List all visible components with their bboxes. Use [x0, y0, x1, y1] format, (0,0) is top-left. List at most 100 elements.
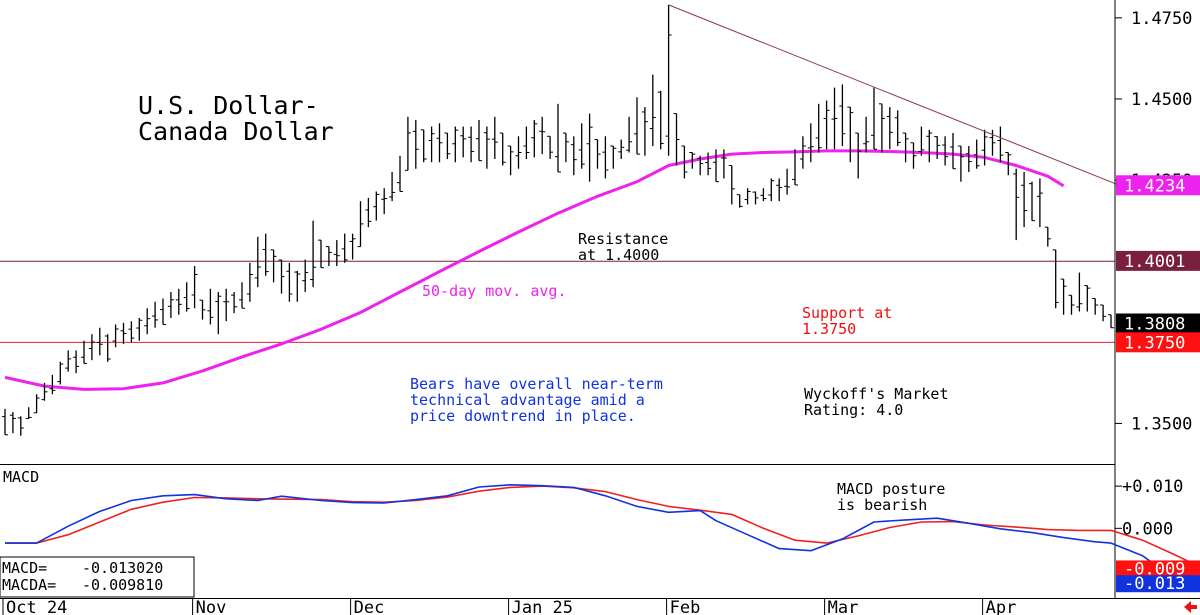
price-bar [657, 90, 664, 150]
support-label-1: Support at [802, 304, 892, 322]
price-bar [373, 191, 380, 221]
price-bar [499, 132, 506, 166]
price-bar [578, 123, 585, 169]
price-bar [910, 142, 917, 169]
price-bar [1084, 285, 1091, 312]
price-bar [531, 120, 538, 158]
price-bar [2, 408, 8, 436]
price-bar [183, 282, 190, 312]
price-bar [25, 407, 32, 420]
rating-label-2: Rating: 4.0 [804, 401, 903, 419]
x-tick-label: Oct 24 [6, 598, 67, 615]
scroll-left-icon[interactable] [1178, 600, 1200, 615]
price-bar [1029, 181, 1035, 222]
price-tag-label: 1.3750 [1124, 333, 1185, 353]
price-bar [871, 87, 877, 150]
price-bar [594, 139, 601, 169]
price-bar [88, 334, 95, 361]
price-bar [768, 178, 775, 202]
price-bars [2, 4, 1114, 436]
price-bar [886, 107, 893, 150]
price-bar [847, 106, 854, 163]
price-bar [167, 292, 174, 318]
price-bar [839, 84, 846, 147]
price-bar [515, 136, 522, 169]
price-bar [902, 132, 909, 163]
price-tag-box [1116, 313, 1200, 334]
price-bar [199, 299, 206, 320]
price-bar [634, 97, 640, 155]
price-bar [357, 201, 364, 248]
macd-line [5, 483, 1200, 584]
price-bar [586, 113, 593, 182]
price-bar [784, 168, 791, 195]
macd-tick-label: 0.000 [1122, 519, 1173, 539]
moving-average-label: 50-day mov. avg. [422, 282, 567, 300]
price-bar [341, 233, 348, 263]
price-bar [665, 4, 672, 156]
price-bar [104, 334, 111, 362]
price-bar [965, 146, 972, 172]
price-bar [799, 136, 806, 169]
price-bar [973, 139, 980, 169]
price-bar [1044, 226, 1051, 247]
price-bar [744, 188, 751, 205]
price-tag-label: 1.4001 [1124, 252, 1185, 272]
price-bar [507, 145, 514, 176]
price-bar [136, 317, 143, 341]
price-bar [1068, 294, 1075, 315]
price-bar [539, 116, 546, 155]
bears-note-1: Bears have overall near-term [410, 375, 663, 393]
price-bar [736, 194, 743, 208]
price-bar [112, 324, 119, 348]
price-bar [128, 321, 135, 343]
price-bar [246, 262, 253, 302]
price-bar [555, 103, 561, 173]
price-bar [215, 292, 222, 335]
price-bar [17, 416, 24, 436]
price-bar [831, 87, 838, 150]
macd-posture-2: is bearish [837, 496, 927, 514]
price-bar [412, 120, 419, 169]
bears-note-3: price downtrend in place. [410, 407, 636, 425]
price-tag-label: 1.3808 [1124, 315, 1185, 335]
price-bar [815, 103, 822, 153]
trendline-line [668, 4, 1135, 192]
price-bar [681, 145, 688, 179]
x-tick-label: Apr [986, 598, 1017, 615]
price-bar [957, 145, 964, 182]
price-bar [428, 126, 435, 163]
price-bar [491, 116, 498, 159]
price-bar [547, 135, 554, 159]
price-bar [997, 126, 1004, 163]
macd-tag-box [1116, 560, 1200, 578]
price-bar [713, 149, 719, 183]
price-tag-box [1116, 332, 1200, 353]
price-bar [523, 126, 530, 159]
price-bar [444, 132, 451, 159]
macd-tag-label: -0.009 [1124, 559, 1185, 579]
price-bar [349, 233, 356, 260]
macd-tag-label: -0.013 [1124, 574, 1185, 594]
price-bar [942, 136, 949, 166]
bears-note-2: technical advantage amid a [410, 391, 645, 409]
macd-readout-box [0, 556, 195, 598]
price-bar [1036, 178, 1043, 228]
price-bar [175, 288, 182, 315]
chart-title: U.S. Dollar- [138, 91, 319, 120]
price-bar [918, 126, 925, 156]
macda-readout-label: MACDA= [2, 576, 56, 594]
price-bar [752, 191, 759, 205]
price-bar [452, 126, 459, 163]
macd-tags: -0.009-0.013 [1116, 559, 1200, 594]
price-bar [1005, 152, 1012, 176]
chart-title-line2: Canada Dollar [138, 117, 334, 146]
price-bar [397, 155, 403, 192]
price-bar [1021, 171, 1028, 228]
price-bar [776, 178, 783, 202]
macd-tick-label: +0.010 [1122, 477, 1183, 497]
price-bar [1076, 272, 1083, 312]
price-bar [950, 133, 956, 170]
